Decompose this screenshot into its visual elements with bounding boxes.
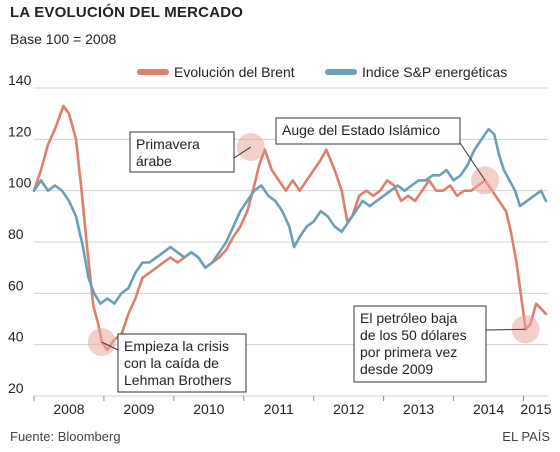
annotation-leader	[485, 328, 526, 331]
annotation-leader	[233, 146, 252, 159]
annotation-text: Empieza la crisis	[124, 338, 229, 354]
annotation-text: árabe	[136, 153, 172, 169]
y-tick-label: 40	[8, 329, 24, 345]
annotation-leader	[101, 341, 119, 351]
publisher-brand: EL PAÍS	[502, 429, 550, 444]
annotation-box	[117, 333, 247, 393]
x-tick-label: 2011	[264, 401, 294, 417]
x-tick-label: 2009	[123, 401, 154, 417]
annotation-leader	[457, 139, 486, 181]
y-tick-label: 120	[8, 123, 32, 139]
y-tick-label: 80	[8, 226, 24, 242]
x-tick-label: 2013	[403, 401, 434, 417]
annotation-text: por primera vez	[360, 344, 457, 360]
chart-title: LA EVOLUCIÓN DEL MERCADO	[10, 4, 244, 21]
annotation-text: Primavera	[136, 136, 200, 152]
annotation-box	[275, 117, 461, 145]
x-tick-label: 2015	[520, 401, 551, 417]
y-tick-label: 140	[8, 72, 32, 88]
annotation-text: Lehman Brothers	[124, 372, 231, 388]
annotation-text: Auge del Estado Islámico	[282, 122, 440, 138]
legend-label: Indice S&P energéticas	[362, 64, 507, 80]
legend-label: Evolución del Brent	[174, 64, 295, 80]
annotation-text: desde 2009	[360, 361, 433, 377]
x-tick-label: 2008	[53, 401, 84, 417]
chart-source: Fuente: Bloomberg	[10, 429, 121, 444]
event-highlight-circle	[236, 133, 265, 162]
annotation-box	[129, 131, 235, 173]
annotation-box	[353, 305, 487, 383]
y-tick-label: 60	[8, 277, 24, 293]
annotation-text: El petróleo baja	[360, 310, 458, 326]
series-line-sp-energy	[32, 127, 548, 305]
y-tick-label: 100	[8, 175, 32, 191]
x-tick-label: 2012	[333, 401, 364, 417]
y-tick-label: 20	[8, 380, 24, 396]
annotation-text: con la caída de	[124, 355, 219, 371]
annotation-text: de los 50 dólares	[360, 327, 467, 343]
x-tick-label: 2010	[193, 401, 224, 417]
x-tick-label: 2014	[473, 401, 504, 417]
chart-subtitle: Base 100 = 2008	[10, 31, 117, 47]
